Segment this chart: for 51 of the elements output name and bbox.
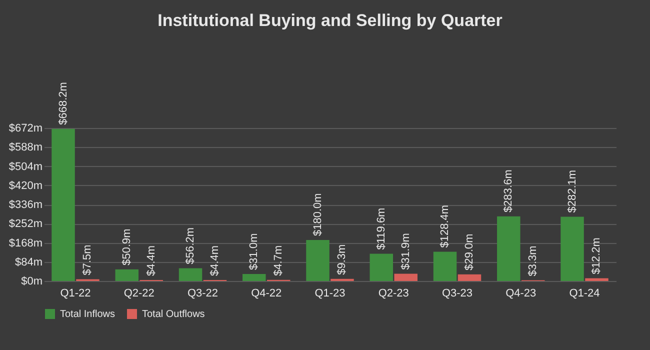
bar xyxy=(394,274,418,281)
data-label: $282.1m xyxy=(566,170,578,213)
bar xyxy=(585,278,608,281)
data-label: $180.0m xyxy=(312,193,324,236)
data-label: $12.2m xyxy=(590,238,603,274)
data-label: $119.6m xyxy=(375,208,388,250)
y-tick-label: $252m xyxy=(8,218,42,230)
bar xyxy=(52,128,75,281)
data-label: $283.6m xyxy=(502,170,515,212)
bar xyxy=(178,268,202,281)
data-label: $3.3m xyxy=(527,246,540,276)
data-label: $50.9m xyxy=(120,228,133,266)
y-tick-label: $504m xyxy=(8,160,42,173)
y-tick-label: $420m xyxy=(8,180,42,192)
data-label: $4.4m xyxy=(145,245,158,276)
legend-label: Total Outflows xyxy=(142,309,205,320)
y-tick-label: $588m xyxy=(8,142,42,154)
bar xyxy=(242,274,266,281)
x-tick-label: Q1-23 xyxy=(314,288,346,300)
bar xyxy=(560,216,584,281)
bar xyxy=(433,252,457,281)
x-tick-label: Q2-23 xyxy=(378,288,409,300)
data-label: $9.3m xyxy=(336,244,348,275)
y-tick-label: $672m xyxy=(8,122,42,134)
y-tick-label: $84m xyxy=(14,256,42,268)
legend-label: Total Inflows xyxy=(60,309,116,320)
x-tick-label: Q1-22 xyxy=(60,288,91,300)
x-tick-label: Q2-22 xyxy=(124,288,154,300)
data-label: $7.5m xyxy=(82,244,94,276)
bar xyxy=(458,274,482,281)
bar xyxy=(497,216,520,281)
bar xyxy=(370,254,394,281)
data-label: $31.9m xyxy=(400,233,412,270)
data-label: $128.4m xyxy=(439,204,452,248)
bar xyxy=(115,269,139,281)
bar xyxy=(306,240,330,281)
data-label: $4.7m xyxy=(272,245,285,276)
data-label: $668.2m xyxy=(57,82,70,125)
data-label: $29.0m xyxy=(463,234,476,270)
y-tick-label: $168m xyxy=(8,237,42,250)
x-tick-label: Q3-22 xyxy=(187,288,218,300)
data-label: $4.4m xyxy=(208,245,221,276)
data-label: $31.0m xyxy=(248,233,260,270)
x-tick-label: Q3-23 xyxy=(442,288,473,300)
x-tick-label: Q4-23 xyxy=(506,288,536,300)
y-tick-label: $336m xyxy=(8,199,42,211)
chart-title: Institutional Buying and Selling by Quarter xyxy=(158,11,503,30)
y-tick-label: $0m xyxy=(21,276,42,288)
data-label: $56.2m xyxy=(184,228,197,264)
x-tick-label: Q1-24 xyxy=(569,288,600,300)
x-tick-label: Q4-22 xyxy=(251,288,282,300)
